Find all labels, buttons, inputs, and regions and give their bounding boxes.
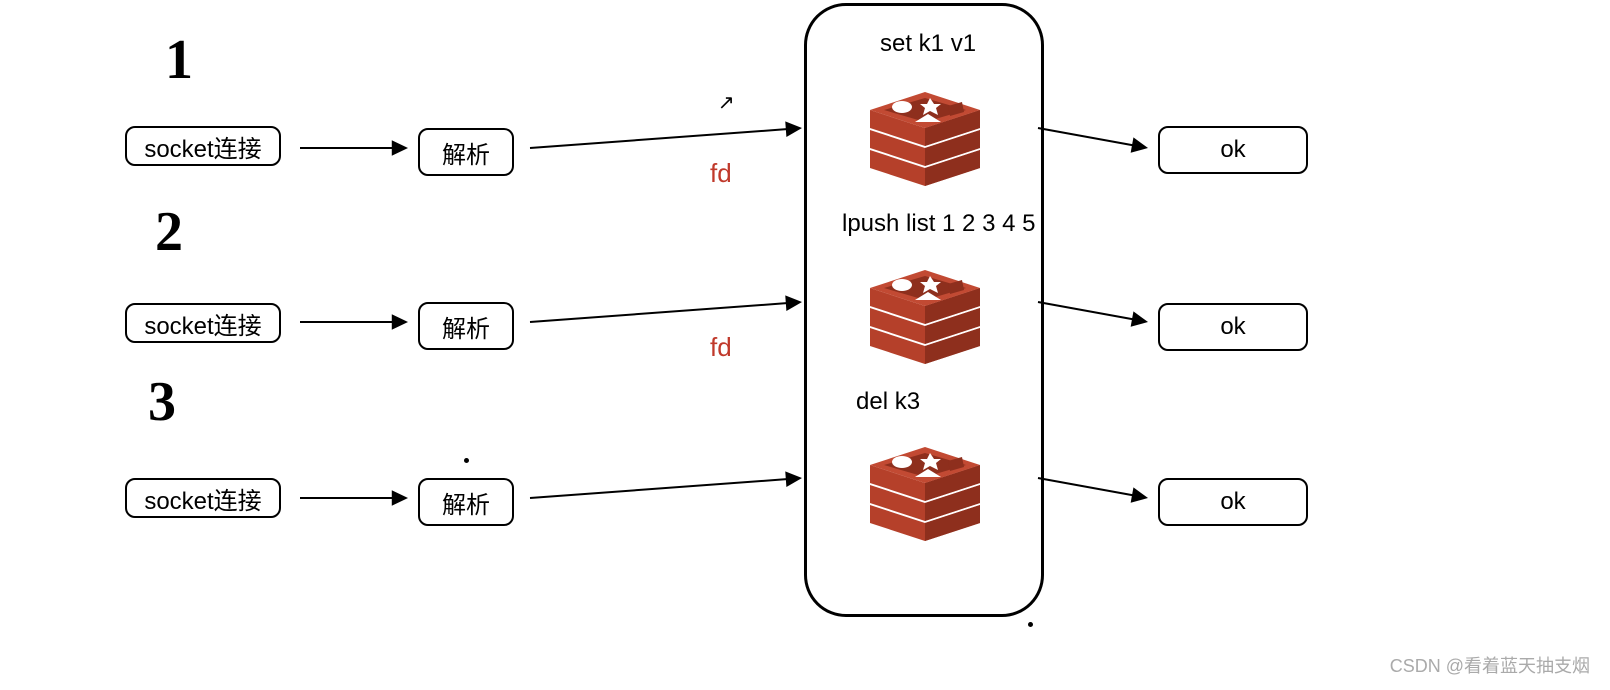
watermark: CSDN @看着蓝天抽支烟 xyxy=(1390,652,1590,678)
arrow-redis-ok-1 xyxy=(1026,116,1160,160)
row-number-1: 1 xyxy=(165,28,193,92)
socket-box-2: socket连接 xyxy=(125,303,281,343)
cursor-icon: ↖ xyxy=(718,90,735,115)
parse-box-1: 解析 xyxy=(418,128,514,176)
ok-box-2: ok xyxy=(1158,303,1308,351)
ok-box-1: ok xyxy=(1158,126,1308,174)
arrow-parse-redis-2 xyxy=(518,290,814,334)
fd-label-1: fd xyxy=(710,158,732,189)
arrow-socket-parse-2 xyxy=(288,310,420,334)
ok-box-3: ok xyxy=(1158,478,1308,526)
arrow-redis-ok-3 xyxy=(1026,466,1160,510)
parse-box-3: 解析 xyxy=(418,478,514,526)
arrow-parse-redis-1 xyxy=(518,116,814,160)
fd-label-2: fd xyxy=(710,332,732,363)
dot-0 xyxy=(464,458,469,463)
command-label-2: lpush list 1 2 3 4 5 xyxy=(842,210,1035,238)
row-number-3: 3 xyxy=(148,370,176,434)
arrow-socket-parse-3 xyxy=(288,486,420,510)
command-label-3: del k3 xyxy=(856,388,920,416)
parse-box-2: 解析 xyxy=(418,302,514,350)
socket-box-1: socket连接 xyxy=(125,126,281,166)
arrow-socket-parse-1 xyxy=(288,136,420,160)
row-number-2: 2 xyxy=(155,200,183,264)
redis-icon-1 xyxy=(860,70,990,190)
socket-box-3: socket连接 xyxy=(125,478,281,518)
arrow-parse-redis-3 xyxy=(518,466,814,510)
redis-icon-3 xyxy=(860,425,990,545)
redis-icon-2 xyxy=(860,248,990,368)
dot-1 xyxy=(1028,622,1033,627)
command-label-1: set k1 v1 xyxy=(880,30,976,58)
arrow-redis-ok-2 xyxy=(1026,290,1160,334)
